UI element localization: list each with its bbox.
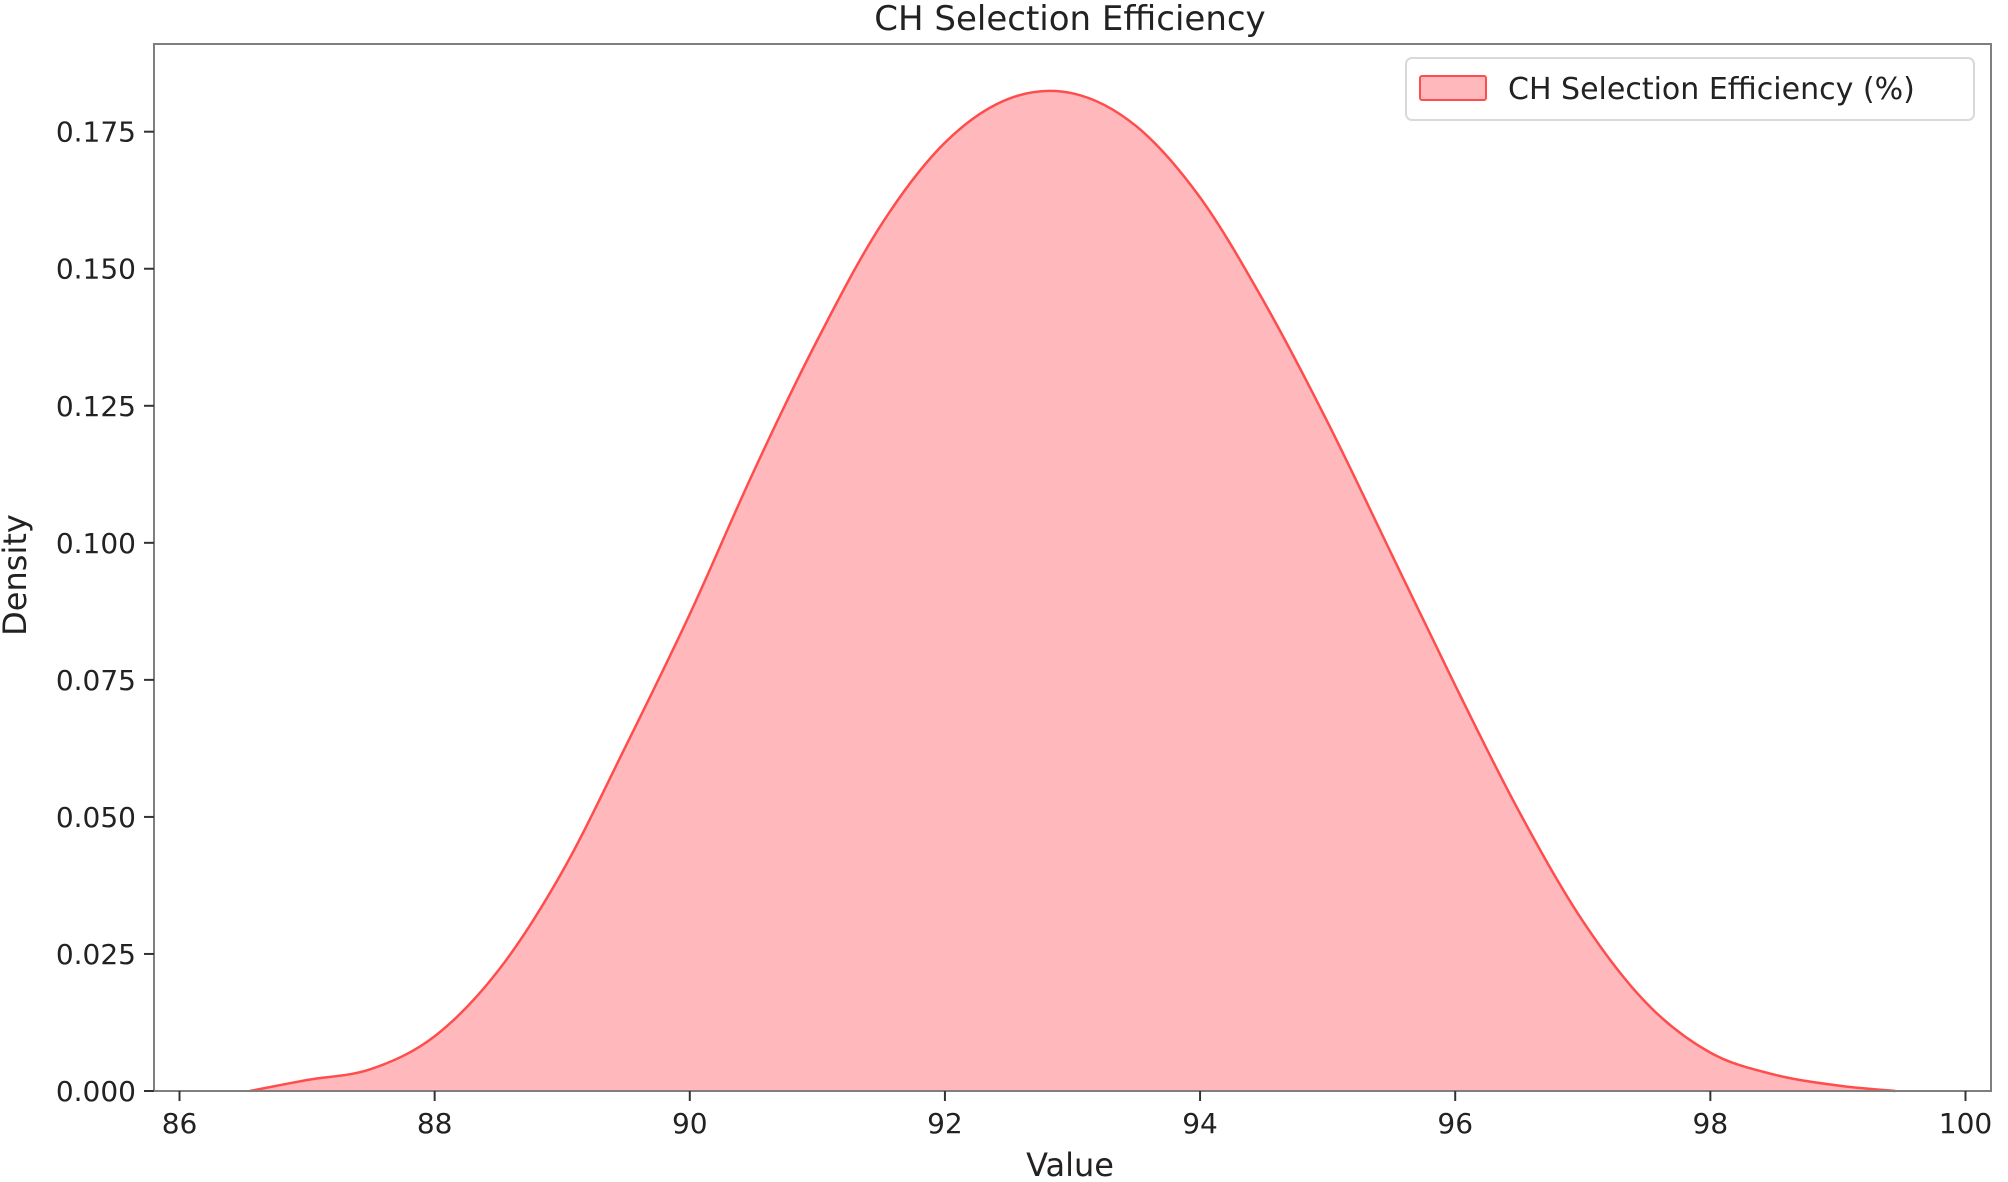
legend-box <box>1405 57 1975 121</box>
x-tick-label: 100 <box>1939 1107 1992 1140</box>
x-tick-label: 94 <box>1182 1107 1218 1140</box>
y-tick-label: 0.100 <box>56 527 136 560</box>
y-tick-label: 0.050 <box>56 801 136 834</box>
y-tick-label: 0.000 <box>56 1075 136 1108</box>
axes-frame <box>153 43 1992 1092</box>
x-tick-label: 98 <box>1693 1107 1729 1140</box>
y-tick-label: 0.075 <box>56 664 136 697</box>
plot-area <box>153 43 1992 1093</box>
legend: CH Selection Efficiency (%) <box>1405 57 1975 121</box>
x-tick-label: 96 <box>1437 1107 1473 1140</box>
y-tick-label: 0.175 <box>56 116 136 149</box>
x-tick-label: 88 <box>417 1107 453 1140</box>
x-axis-label: Value <box>1026 1146 1114 1182</box>
legend-swatch <box>1419 75 1487 101</box>
legend-label: CH Selection Efficiency (%) <box>1508 72 1915 107</box>
y-tick-label: 0.025 <box>56 938 136 971</box>
density-curve-line <box>249 89 1896 1093</box>
density-area-fill <box>249 90 1896 1092</box>
y-tick-label: 0.125 <box>56 390 136 423</box>
chart-title: CH Selection Efficiency <box>874 0 1265 39</box>
y-axis-ticks: 0.000 0.025 0.050 0.075 0.100 0.125 0.150 0.175 <box>56 116 154 1108</box>
x-tick-label: 92 <box>927 1107 963 1140</box>
x-tick-label: 90 <box>672 1107 708 1140</box>
y-axis-label: Density <box>0 514 34 636</box>
x-tick-label: 86 <box>162 1107 198 1140</box>
y-tick-label: 0.150 <box>56 253 136 286</box>
x-axis-ticks: 86 88 90 92 94 96 98 100 <box>162 1091 1992 1140</box>
